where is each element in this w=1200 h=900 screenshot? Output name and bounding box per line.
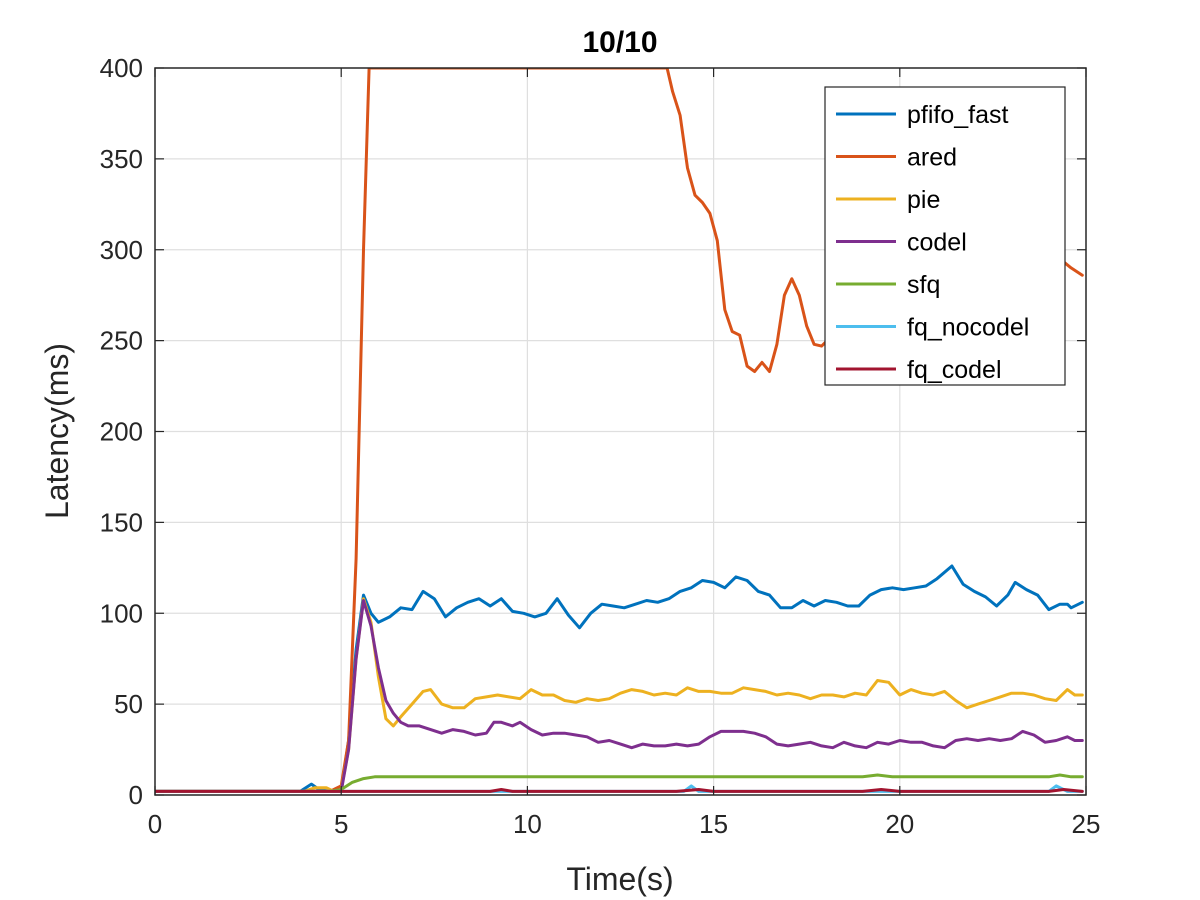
axis-ticks bbox=[154, 67, 1087, 796]
x-axis-title: Time(s) bbox=[566, 861, 673, 897]
y-tick-label: 50 bbox=[114, 689, 143, 719]
series-line-pie bbox=[155, 597, 1084, 793]
legend-label: fq_nocodel bbox=[907, 314, 1029, 342]
y-tick-label: 250 bbox=[100, 326, 143, 356]
legend-label: pfifo_fast bbox=[907, 101, 1009, 129]
x-tick-label: 0 bbox=[148, 809, 162, 839]
x-tick-label: 25 bbox=[1072, 809, 1101, 839]
legend-label: pie bbox=[907, 186, 940, 214]
legend-label: sfq bbox=[907, 271, 940, 299]
series-line-fq-codel bbox=[155, 788, 1084, 793]
legend-label: fq_codel bbox=[907, 356, 1002, 384]
y-tick-label: 350 bbox=[100, 144, 143, 174]
series-line-pfifo-fast bbox=[155, 564, 1084, 793]
legend-label: ared bbox=[907, 144, 957, 172]
y-tick-label: 0 bbox=[129, 780, 143, 810]
legend-label: codel bbox=[907, 229, 967, 257]
y-tick-label: 400 bbox=[100, 53, 143, 83]
x-tick-label: 20 bbox=[885, 809, 914, 839]
y-tick-label: 150 bbox=[100, 507, 143, 537]
series-layer bbox=[155, 68, 1084, 793]
x-tick-label: 10 bbox=[513, 809, 542, 839]
x-tick-label: 15 bbox=[699, 809, 728, 839]
y-tick-label: 200 bbox=[100, 417, 143, 447]
x-tick-label: 5 bbox=[334, 809, 348, 839]
y-tick-label: 100 bbox=[100, 598, 143, 628]
series-line-codel bbox=[155, 599, 1084, 793]
y-axis-title: Latency(ms) bbox=[39, 343, 75, 519]
chart-title: 10/10 bbox=[582, 26, 657, 59]
legend-box bbox=[824, 86, 1066, 386]
y-tick-label: 300 bbox=[100, 235, 143, 265]
